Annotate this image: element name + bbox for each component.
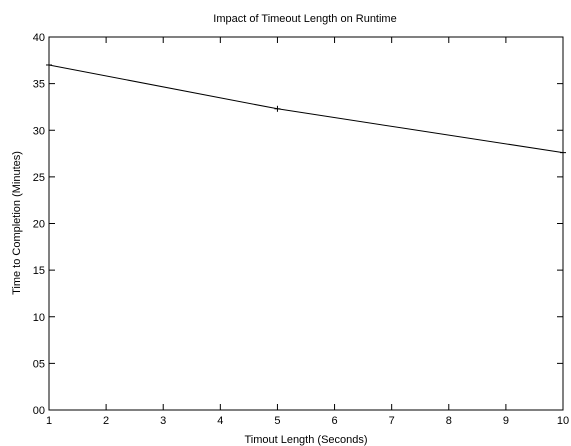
- x-tick-label: 5: [274, 415, 280, 427]
- x-tick-label: 3: [160, 415, 166, 427]
- plot-frame: [48, 36, 564, 411]
- x-tick-label: 8: [446, 415, 452, 427]
- x-tick-label: 4: [217, 415, 223, 427]
- y-tick-label: 40: [33, 32, 45, 44]
- y-tick-label: 10: [33, 312, 45, 324]
- x-tick-label: 10: [557, 415, 569, 427]
- x-axis-title: Timout Length (Seconds): [244, 434, 367, 446]
- x-tick-label: 2: [103, 415, 109, 427]
- x-tick-label: 1: [46, 415, 52, 427]
- series-line: [48, 64, 564, 154]
- y-tick-label: 20: [33, 219, 45, 231]
- chart-title: Impact of Timeout Length on Runtime: [213, 13, 396, 25]
- series-layer: [46, 61, 566, 156]
- x-tick-label: 6: [331, 415, 337, 427]
- axes: 1 2 3 4 5 6 7 8 9 10 00 05 10 15 20 25 30 35 40: [33, 32, 569, 427]
- y-tick-label: 15: [33, 265, 45, 277]
- x-tick-label: 9: [503, 415, 509, 427]
- y-tick-label: 00: [33, 405, 45, 417]
- data-point: [46, 61, 52, 68]
- y-tick-label: 05: [33, 358, 45, 370]
- x-tick-label: 7: [389, 415, 395, 427]
- y-tick-label: 25: [33, 172, 45, 184]
- y-tick-label: 35: [33, 79, 45, 91]
- data-point: [560, 149, 566, 156]
- y-tick-label: 30: [33, 125, 45, 137]
- y-axis-title: Time to Completion (Minutes): [11, 151, 23, 295]
- data-point: [274, 105, 281, 112]
